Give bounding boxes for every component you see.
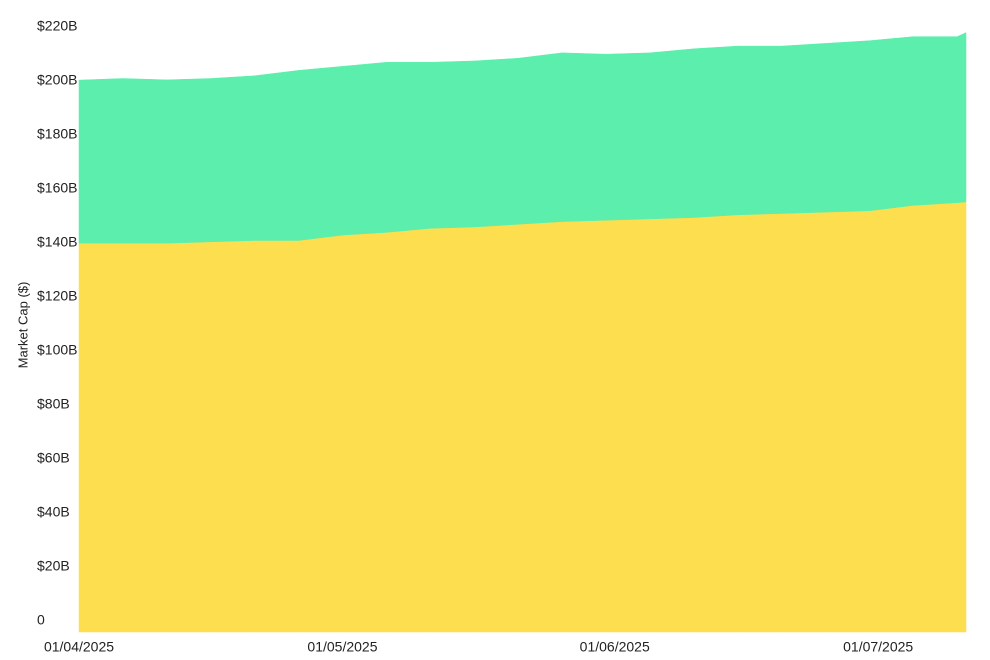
y-tick-label: $120B (37, 288, 77, 304)
y-tick-label: $160B (37, 180, 77, 196)
y-axis-label: Market Cap ($) (15, 282, 30, 369)
x-tick-label: 01/06/2025 (580, 639, 650, 655)
x-tick-label: 01/04/2025 (44, 639, 114, 655)
y-tick-label: 0 (37, 612, 45, 628)
y-tick-label: $180B (37, 126, 77, 142)
y-tick-label: $140B (37, 234, 77, 250)
x-tick-label: 01/07/2025 (843, 639, 913, 655)
area (78, 32, 967, 244)
y-tick-label: $80B (37, 396, 70, 412)
x-tick-label: 01/05/2025 (307, 639, 377, 655)
area (78, 201, 967, 633)
y-tick-label: $40B (37, 504, 70, 520)
y-tick-label: $20B (37, 558, 70, 574)
y-tick-label: $220B (37, 18, 77, 34)
y-tick-label: $200B (37, 72, 77, 88)
y-tick-label: $60B (37, 450, 70, 466)
y-tick-label: $100B (37, 342, 77, 358)
